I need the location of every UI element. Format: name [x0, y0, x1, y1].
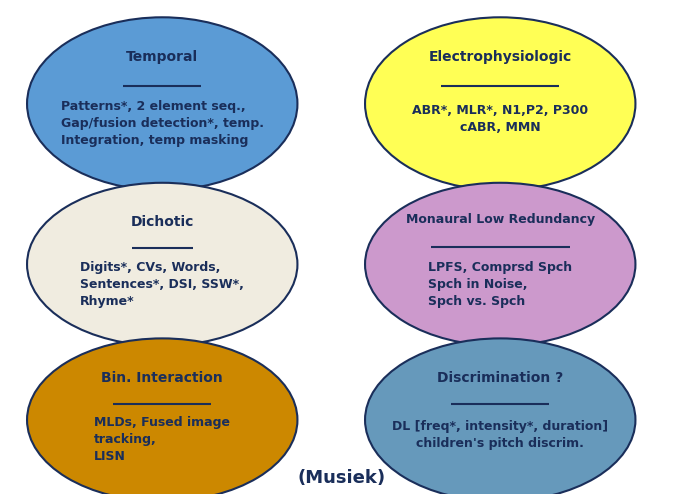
Text: Dichotic: Dichotic — [130, 215, 194, 229]
Text: (Musiek): (Musiek) — [297, 469, 385, 487]
Text: DL [freq*, intensity*, duration]
children's pitch discrim.: DL [freq*, intensity*, duration] childre… — [392, 420, 608, 450]
Ellipse shape — [365, 17, 635, 190]
Text: LPFS, Comprsd Spch
Spch in Noise,
Spch vs. Spch: LPFS, Comprsd Spch Spch in Noise, Spch v… — [428, 260, 573, 308]
Text: ABR*, MLR*, N1,P2, P300
cABR, MMN: ABR*, MLR*, N1,P2, P300 cABR, MMN — [412, 104, 588, 133]
Text: MLDs, Fused image
tracking,
LISN: MLDs, Fused image tracking, LISN — [94, 416, 231, 463]
Text: Patterns*, 2 element seq.,
Gap/fusion detection*, temp.
Integration, temp maskin: Patterns*, 2 element seq., Gap/fusion de… — [61, 100, 264, 147]
Text: Electrophysiologic: Electrophysiologic — [429, 50, 572, 64]
Ellipse shape — [365, 338, 635, 494]
Ellipse shape — [365, 183, 635, 346]
Text: Digits*, CVs, Words,
Sentences*, DSI, SSW*,
Rhyme*: Digits*, CVs, Words, Sentences*, DSI, SS… — [80, 260, 244, 308]
Ellipse shape — [27, 338, 297, 494]
Text: Temporal: Temporal — [126, 50, 198, 64]
Ellipse shape — [27, 183, 297, 346]
Text: Monaural Low Redundancy: Monaural Low Redundancy — [406, 213, 595, 226]
Text: Discrimination ?: Discrimination ? — [437, 371, 563, 385]
Ellipse shape — [27, 17, 297, 190]
Text: Bin. Interaction: Bin. Interaction — [101, 371, 223, 385]
